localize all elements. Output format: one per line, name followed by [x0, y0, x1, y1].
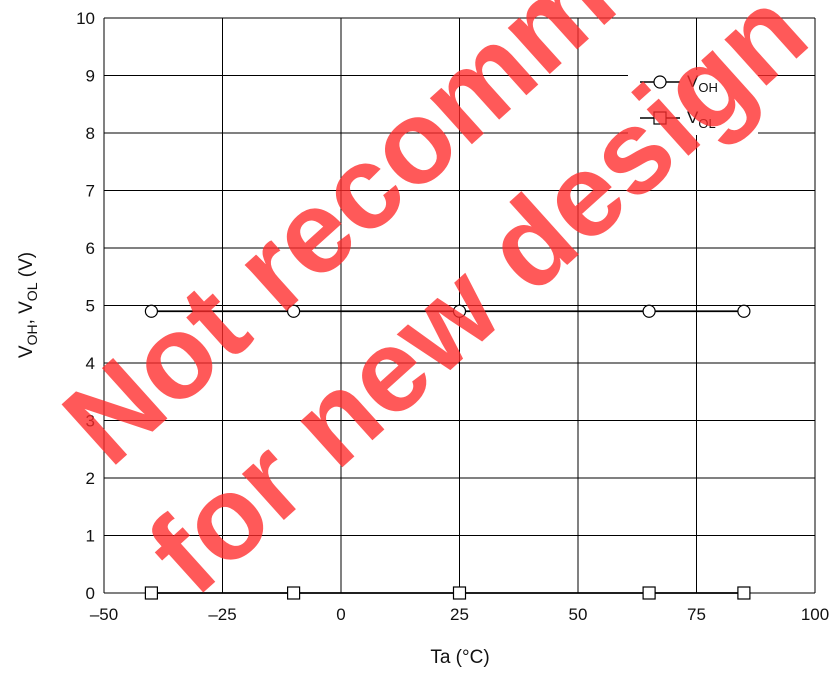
y-tick-label: 10	[76, 9, 95, 28]
x-tick-label: –50	[90, 605, 118, 624]
legend-label-voh: VOH	[687, 72, 718, 95]
y-tick-label: 6	[86, 239, 95, 258]
point-vol	[287, 586, 301, 600]
y-tick-label: 4	[86, 354, 95, 373]
x-tick-label: 100	[801, 605, 829, 624]
y-tick-label: 1	[86, 527, 95, 546]
y-tick-label: 7	[86, 182, 95, 201]
series-layer	[144, 304, 751, 600]
x-tick-label: 50	[569, 605, 588, 624]
x-axis-label: Ta (°C)	[430, 647, 489, 668]
x-tick-label: 0	[336, 605, 345, 624]
y-tick-label: 3	[86, 412, 95, 431]
y-axis-label: VOH, VOL (V)	[16, 252, 40, 358]
point-vol	[737, 586, 751, 600]
y-tick-label: 9	[86, 67, 95, 86]
x-tick-label: 75	[687, 605, 706, 624]
legend-marker-voh	[653, 75, 667, 89]
y-tick-label: 5	[86, 297, 95, 316]
y-tick-label: 0	[86, 584, 95, 603]
x-tick-label: 25	[450, 605, 469, 624]
point-vol	[452, 586, 467, 600]
legend-background	[628, 70, 758, 135]
legend-marker-vol	[653, 111, 667, 125]
point-vol	[642, 586, 656, 600]
point-voh	[737, 304, 751, 318]
y-tick-label: 8	[86, 124, 95, 143]
tick-labels: –50 –25 0 25 50 75 100 0 1 2 3 4 5 6 7 8 9 10	[76, 9, 829, 624]
point-vol	[144, 586, 158, 600]
legend: VOH VOL	[628, 70, 758, 135]
y-tick-label: 2	[86, 469, 95, 488]
point-voh	[452, 304, 467, 318]
watermark: Not recommended for new design	[39, 0, 837, 619]
x-tick-label: –25	[208, 605, 236, 624]
point-voh	[642, 304, 656, 318]
point-voh	[287, 304, 301, 318]
point-voh	[144, 304, 158, 318]
legend-label-vol: VOL	[687, 108, 716, 131]
